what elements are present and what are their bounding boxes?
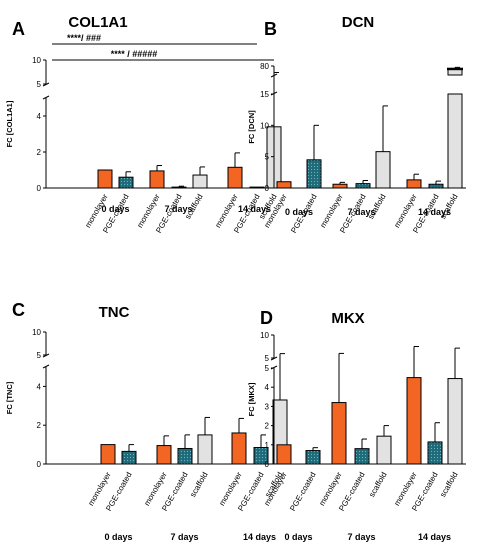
group-label: 14 days	[418, 207, 451, 217]
significance-label: **** / #####	[111, 49, 158, 59]
group-label: 7 days	[347, 532, 375, 542]
bar	[305, 450, 321, 465]
y-tick-label: 0	[265, 184, 270, 193]
panel-letter: D	[260, 308, 273, 328]
axis-break-mark	[42, 95, 50, 100]
bar	[354, 448, 370, 465]
y-tick-label: 10	[32, 328, 41, 337]
y-axis-label: FC [DCN]	[247, 110, 256, 144]
y-tick-label: 80	[260, 62, 269, 71]
bar	[376, 435, 392, 465]
y-tick-label: 4	[265, 383, 270, 392]
group-label: 0 days	[285, 207, 313, 217]
bar	[97, 169, 113, 189]
bar	[156, 445, 172, 465]
bar	[149, 170, 165, 189]
y-axis-label: FC [TNC]	[5, 381, 14, 414]
group-label: 7 days	[347, 207, 375, 217]
y-tick-label: 0	[265, 460, 270, 469]
bar	[375, 151, 391, 189]
panel-letter: C	[12, 300, 25, 320]
bar	[276, 181, 292, 189]
axis-break-mark	[270, 73, 278, 78]
y-axis-label: FC [MKX]	[247, 382, 256, 416]
group-label: 14 days	[418, 532, 451, 542]
bar	[355, 183, 371, 189]
bar	[427, 441, 443, 465]
y-tick-label: 4	[37, 382, 42, 391]
y-tick-label: 4	[37, 112, 42, 121]
bar	[447, 378, 463, 465]
chart-title: DCN	[342, 14, 375, 31]
y-tick-label: 0	[37, 184, 42, 193]
y-tick-label: 5	[265, 354, 270, 363]
bar	[306, 159, 322, 189]
y-tick-label: 10	[32, 56, 41, 65]
y-tick-label: 2	[37, 148, 42, 157]
y-tick-label: 15	[260, 90, 269, 99]
group-label: 0 days	[284, 532, 312, 542]
y-tick-label: 5	[265, 153, 270, 162]
panel-letter: A	[12, 19, 25, 39]
group-label: 7 days	[170, 532, 198, 542]
bar	[231, 432, 247, 465]
group-label: 14 days	[243, 532, 276, 542]
bar	[406, 179, 422, 189]
y-axis-label: FC [COL1A1]	[5, 100, 14, 147]
x-tick-label: scaffold	[367, 471, 389, 499]
x-tick-label: PGE-coated	[288, 471, 318, 513]
chart-title: TNC	[99, 304, 130, 321]
x-tick-label: scaffold	[188, 471, 210, 499]
bar	[227, 166, 243, 189]
y-tick-label: 5	[37, 351, 42, 360]
bar	[406, 377, 422, 465]
chart-title: MKX	[331, 310, 364, 327]
y-tick-label: 10	[260, 331, 269, 340]
y-tick-label: 2	[265, 422, 270, 431]
bar	[331, 402, 347, 465]
bar-cap	[447, 67, 463, 71]
group-label: 0 days	[104, 532, 132, 542]
bar	[276, 444, 292, 465]
y-tick-label: 2	[37, 421, 42, 430]
bar	[428, 183, 444, 189]
bar	[447, 93, 463, 189]
significance-label: ****/ ###	[67, 33, 101, 43]
bar	[118, 176, 134, 189]
bar	[197, 434, 213, 465]
bar	[177, 447, 193, 465]
bar	[192, 174, 208, 189]
bar	[121, 450, 137, 465]
y-tick-label: 0	[37, 460, 42, 469]
y-tick-label: 3	[265, 402, 270, 411]
y-tick-label: 5	[265, 364, 270, 373]
group-label: 7 days	[164, 204, 192, 214]
y-tick-label: 5	[37, 80, 42, 89]
bar	[100, 444, 116, 465]
group-label: 14 days	[238, 204, 271, 214]
x-tick-label: scaffold	[438, 471, 460, 499]
bar	[332, 183, 348, 189]
y-tick-label: 10	[260, 121, 269, 130]
axis-break-mark	[42, 364, 50, 369]
chart-title: COL1A1	[68, 14, 127, 31]
group-label: 0 days	[101, 204, 129, 214]
y-tick-label: 1	[265, 441, 270, 450]
panel-letter: B	[264, 19, 277, 39]
